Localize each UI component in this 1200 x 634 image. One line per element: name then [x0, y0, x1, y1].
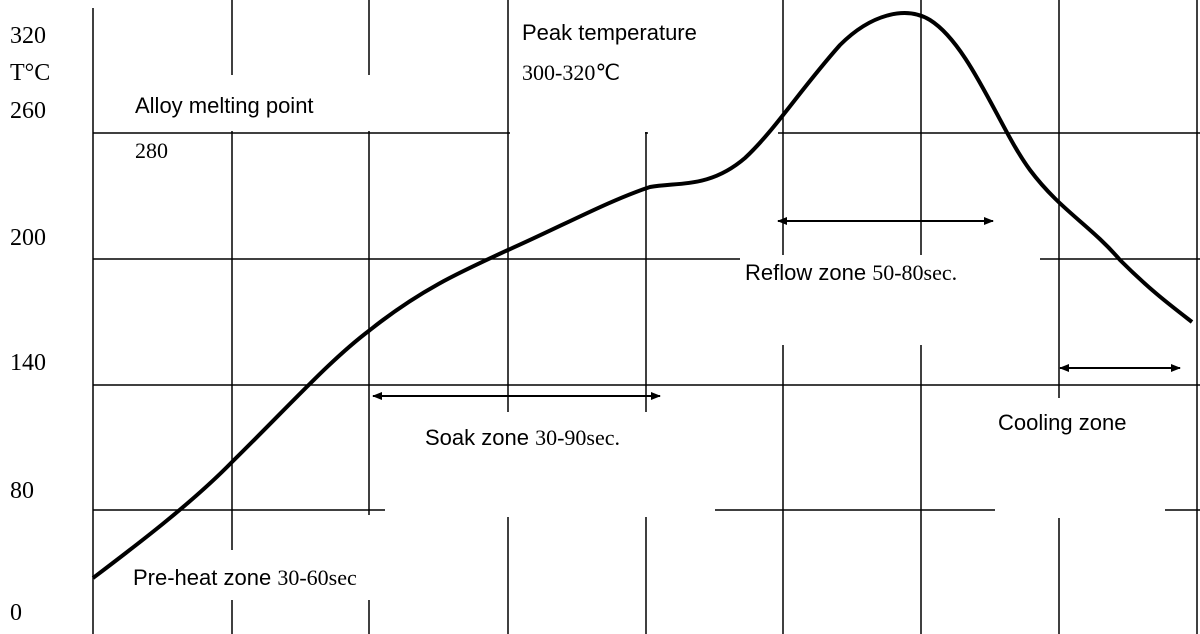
y-label: 320: [10, 23, 46, 49]
soak-zone: Soak zone 30-90sec.: [425, 425, 620, 450]
y-label: 0: [10, 600, 22, 626]
preheat-zone: Pre-heat zone 30-60sec: [133, 565, 357, 590]
zone-arrows: [372, 217, 1181, 400]
y-labels: 320 T°C 260 200 140 80 0: [10, 23, 50, 626]
alloy-value: 280: [135, 138, 168, 163]
peak-value: 300-320℃: [522, 60, 620, 85]
soak-label: Soak zone: [425, 425, 535, 450]
reflow-duration: 50-80sec.: [872, 260, 957, 285]
y-label: T°C: [10, 60, 50, 86]
y-label: 200: [10, 225, 46, 251]
reflow-label: Reflow zone: [745, 260, 872, 285]
preheat-label: Pre-heat zone: [133, 565, 277, 590]
temperature-curve: [91, 11, 1194, 580]
y-label: 80: [10, 478, 34, 504]
y-label: 140: [10, 350, 46, 376]
cooling-label: Cooling zone: [998, 410, 1126, 435]
label-masks: [95, 0, 1165, 600]
soak-duration: 30-90sec.: [535, 425, 620, 450]
preheat-duration: 30-60sec: [277, 565, 357, 590]
peak-label: Peak temperature: [522, 20, 697, 45]
alloy-label: Alloy melting point: [135, 93, 314, 118]
y-label: 260: [10, 98, 46, 124]
reflow-zone: Reflow zone 50-80sec.: [745, 260, 957, 285]
